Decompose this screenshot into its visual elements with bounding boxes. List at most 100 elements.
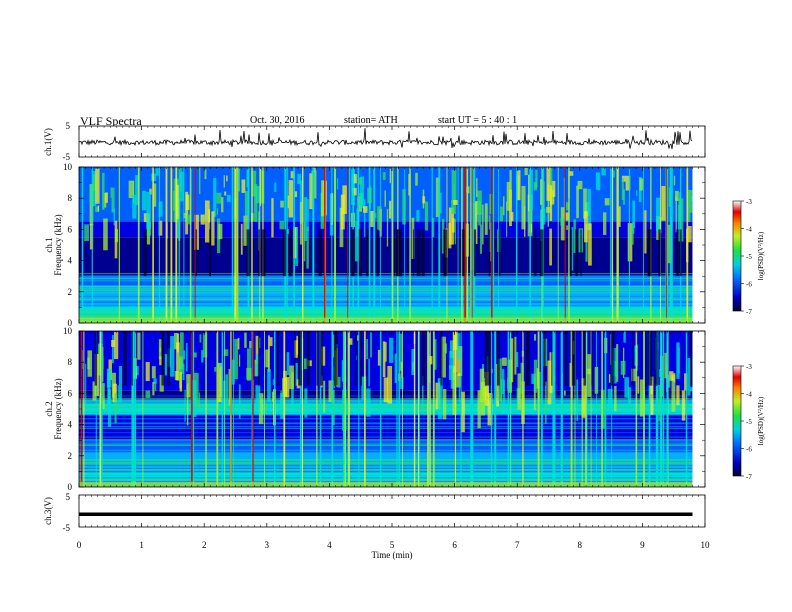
spectrogram-noise-patch	[358, 177, 362, 185]
spectrogram-noise-patch	[290, 171, 295, 179]
spectrogram-noise-patch	[458, 382, 461, 403]
spectrogram-tone-line	[79, 464, 693, 466]
spectrogram-tone-line	[79, 295, 693, 297]
spectrogram-noise-patch	[214, 366, 217, 372]
spectrogram-noise-patch	[377, 349, 382, 366]
spectrogram-noise-patch	[226, 175, 228, 182]
spectrogram-noise-patch	[565, 202, 569, 211]
spectrogram-gap	[488, 229, 490, 277]
ch2-frequency-ylabel: Frequency (kHz)	[53, 378, 63, 439]
spectrogram-tone-line	[79, 306, 693, 308]
start-time-label: start UT = 5 : 40 : 1	[438, 115, 518, 126]
spectrogram-noise-patch	[416, 210, 420, 222]
spectrogram-gap	[571, 331, 573, 386]
spectrogram-noise-patch	[184, 389, 186, 422]
spectrogram-spheric	[472, 167, 474, 323]
spectrogram-noise-patch	[560, 218, 565, 226]
spectrogram-noise-patch	[107, 373, 111, 405]
spectrogram-noise-patch	[199, 167, 201, 195]
spectrogram-spheric	[251, 167, 253, 323]
spectrogram-tone-line	[79, 426, 693, 428]
spectrogram-noise-patch	[291, 372, 294, 411]
spectrogram-spheric	[373, 167, 376, 323]
spectrogram-noise-patch	[176, 184, 180, 219]
freq-tick-label: 0	[68, 318, 73, 328]
ch1-spectrogram-image	[79, 167, 705, 323]
spectrogram-spheric	[540, 331, 543, 487]
spectrogram-noise-patch	[598, 172, 601, 191]
spectrogram-noise-patch	[251, 170, 257, 197]
freq-tick-label: 10	[63, 326, 73, 336]
spectrogram-tone-line	[79, 286, 693, 288]
spectrogram-spheric	[656, 331, 659, 487]
spectrogram-gap	[376, 229, 379, 277]
spectrogram-noise-patch	[457, 346, 463, 377]
spectrogram-noise-patch	[437, 378, 443, 419]
freq-tick-label: 4	[68, 420, 73, 430]
spectrogram-spheric	[391, 167, 394, 323]
time-tick-label: 9	[640, 540, 645, 550]
spectrogram-noise-patch	[439, 192, 442, 214]
spectrogram-noise-patch	[677, 204, 680, 242]
spectrogram-noise-patch	[563, 390, 566, 396]
ch2-colorbar-ticks: -3 -4 -5 -6 -7	[741, 363, 752, 481]
spectrogram-spheric	[671, 167, 673, 323]
spectrogram-noise-patch	[111, 197, 115, 213]
spectrogram-gap	[658, 229, 661, 277]
spectrogram-noise-patch	[178, 351, 180, 381]
spectrogram-noise-patch	[684, 373, 688, 391]
spectrogram-noise-patch	[113, 331, 119, 360]
spectrogram-noise-patch	[92, 381, 97, 401]
spectrogram-gap	[354, 331, 357, 386]
spectrogram-gap	[534, 229, 537, 277]
spectrogram-tone-line	[79, 278, 693, 280]
time-tick-label: 1	[139, 540, 144, 550]
spectrogram-spheric	[590, 331, 592, 487]
spectrogram-tone-line	[79, 406, 693, 407]
time-axis-label: Time (min)	[372, 550, 413, 560]
spectrogram-tone-line	[79, 275, 693, 276]
spectrogram-noise-patch	[244, 332, 247, 348]
spectrogram-noise-patch	[145, 390, 151, 399]
spectrogram-noise-patch	[509, 338, 514, 383]
spectrogram-noise-patch	[640, 390, 646, 399]
spectrogram-gap	[580, 229, 582, 277]
spectrogram-noise-patch	[529, 169, 533, 211]
spectrogram-spheric	[230, 331, 232, 487]
spectrogram-noise-patch	[186, 383, 189, 426]
spectrogram-noise-patch	[255, 185, 260, 204]
spectrogram-noise-patch	[328, 380, 334, 402]
spectrogram-spheric	[234, 167, 237, 323]
spectrogram-spheric	[585, 331, 587, 487]
spectrogram-noise-patch	[671, 374, 676, 412]
spectrogram-noise-patch	[484, 203, 488, 235]
spectrogram-noise-patch	[387, 365, 393, 404]
spectrogram-tone-line	[79, 305, 693, 307]
spectrogram-noise-patch	[444, 343, 448, 354]
spectrogram-noise-patch	[424, 201, 429, 231]
spectrogram-noise-patch	[158, 201, 163, 217]
spectrogram-noise-patch	[549, 228, 552, 266]
spectrogram-noise-patch	[221, 197, 224, 213]
spectrogram-noise-patch	[186, 214, 192, 225]
freq-tick-label: 6	[68, 388, 73, 398]
spectrogram-tone-line	[79, 471, 693, 473]
spectrogram-tone-line	[79, 289, 693, 291]
spectrogram-spheric	[100, 331, 103, 487]
spectrogram-noise-patch	[158, 220, 163, 236]
spectrogram-spheric	[570, 331, 573, 487]
spectrogram-noise-patch	[691, 196, 694, 201]
spectrogram-tone-line	[79, 294, 693, 296]
spectrogram-noise-patch	[460, 391, 465, 433]
spectrogram-noise-patch	[323, 380, 326, 413]
spectrogram-spheric	[396, 331, 398, 487]
spectrogram-tone-line	[79, 285, 693, 287]
spectrogram-noise-patch	[547, 184, 550, 227]
spectrogram-spheric	[529, 167, 531, 323]
spectrogram-tone-line	[79, 432, 693, 434]
spectrogram-spheric	[611, 167, 614, 323]
spectrogram-noise-patch	[271, 391, 275, 402]
ch3-ytick-top: 5	[66, 492, 71, 502]
spectrogram-noise-patch	[400, 361, 404, 378]
spectrogram-tone-line	[79, 280, 693, 282]
